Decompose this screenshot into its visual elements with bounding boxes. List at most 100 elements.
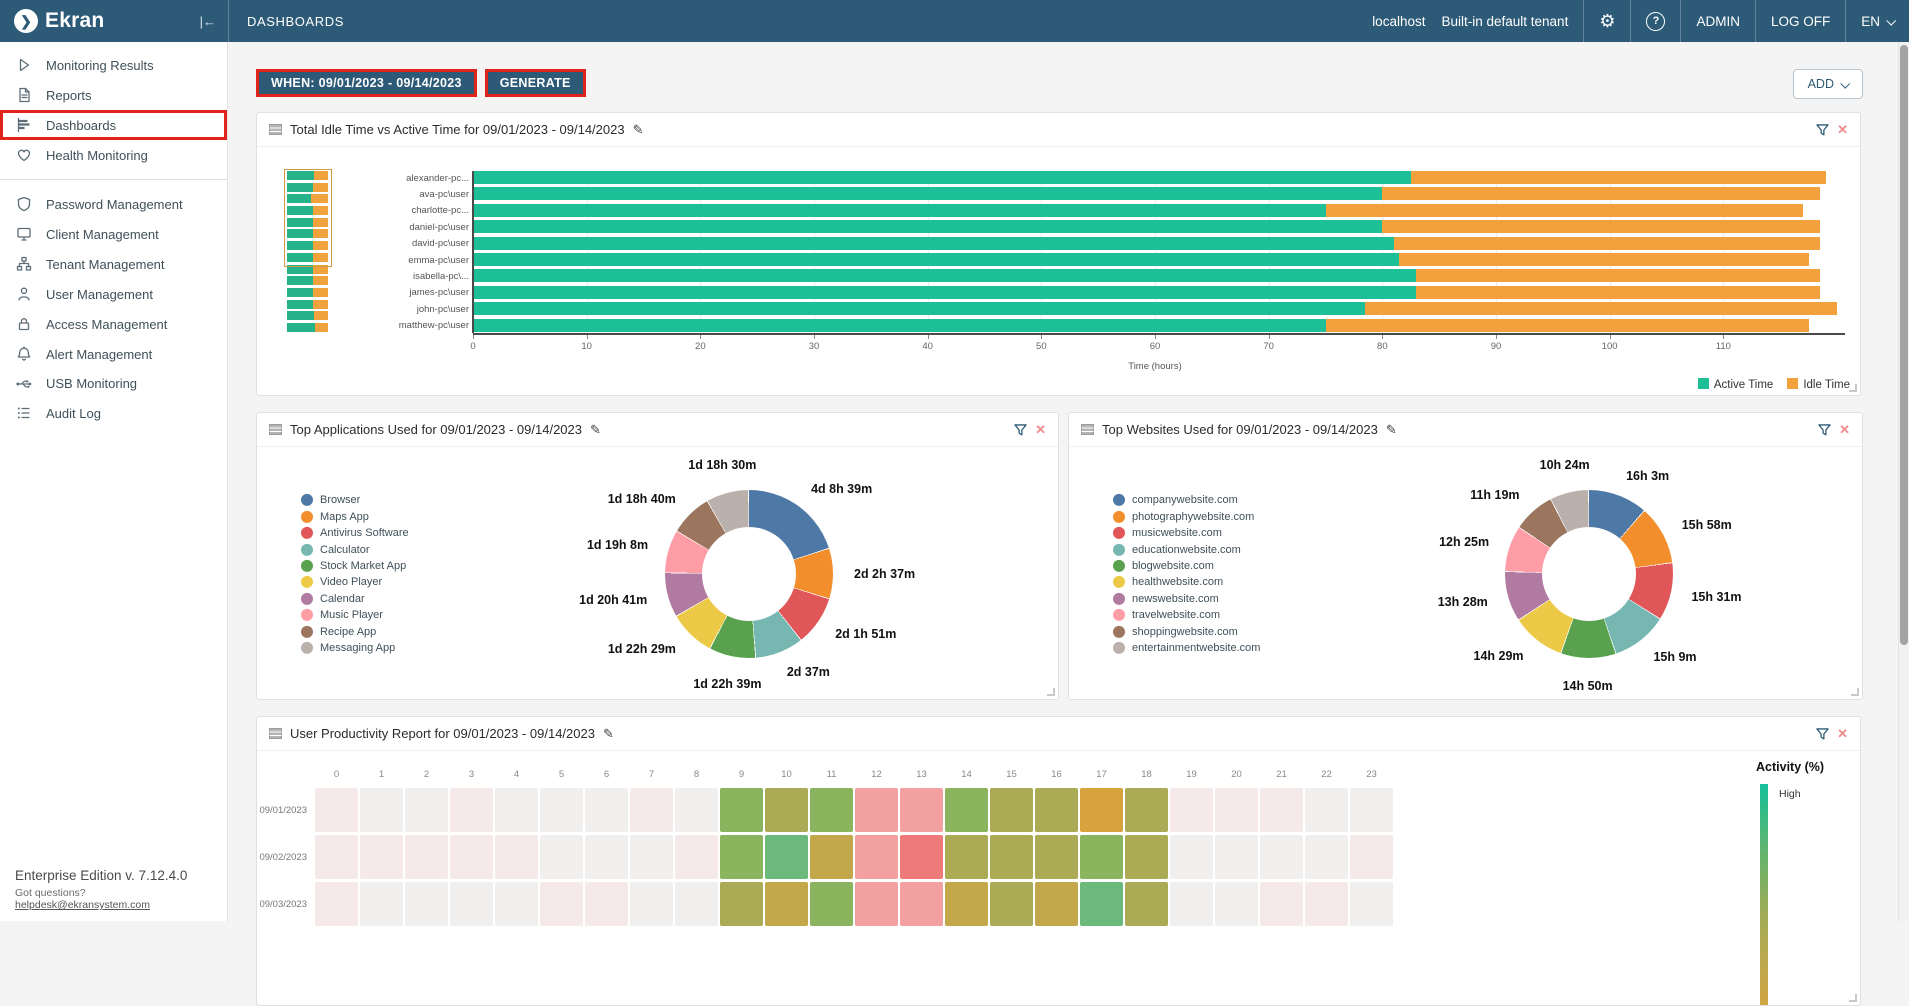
heatmap-cell[interactable] <box>360 788 403 832</box>
heatmap-cell[interactable] <box>540 788 583 832</box>
sidebar-item-access-management[interactable]: Access Management <box>0 309 227 339</box>
heatmap-cell[interactable] <box>630 788 673 832</box>
heatmap-cell[interactable] <box>675 882 718 926</box>
legend-item[interactable]: Antivirus Software <box>301 527 409 540</box>
heatmap-cell[interactable] <box>1125 882 1168 926</box>
heatmap-cell[interactable] <box>495 835 538 879</box>
heatmap-cell[interactable] <box>1125 835 1168 879</box>
sidebar-item-reports[interactable]: Reports <box>0 80 227 110</box>
close-icon[interactable]: ✕ <box>1839 421 1850 437</box>
heatmap-cell[interactable] <box>990 788 1033 832</box>
heatmap-cell[interactable] <box>1035 835 1078 879</box>
bar-chart-navigator[interactable] <box>284 169 332 335</box>
heatmap-cell[interactable] <box>450 835 493 879</box>
page-scrollbar[interactable] <box>1898 42 1909 921</box>
heatmap-cell[interactable] <box>405 788 448 832</box>
heatmap-cell[interactable] <box>810 788 853 832</box>
heatmap-cell[interactable] <box>720 835 763 879</box>
heatmap-cell[interactable] <box>900 882 943 926</box>
heatmap-cell[interactable] <box>495 788 538 832</box>
heatmap-cell[interactable] <box>1305 788 1348 832</box>
legend-item[interactable]: Video Player <box>301 576 409 589</box>
when-date-range-button[interactable]: WHEN: 09/01/2023 - 09/14/2023 <box>256 69 477 97</box>
heatmap-cell[interactable] <box>450 788 493 832</box>
heatmap-cell[interactable] <box>630 835 673 879</box>
filter-icon[interactable] <box>1816 123 1829 136</box>
heatmap-cell[interactable] <box>945 788 988 832</box>
legend-item[interactable]: Calendar <box>301 592 409 605</box>
heatmap-cell[interactable] <box>1035 882 1078 926</box>
heatmap-cell[interactable] <box>900 835 943 879</box>
legend-item[interactable]: companywebsite.com <box>1113 494 1260 507</box>
settings-button[interactable]: ⚙ <box>1583 0 1630 42</box>
edit-icon[interactable]: ✎ <box>590 421 601 437</box>
heatmap-cell[interactable] <box>585 882 628 926</box>
heatmap-cell[interactable] <box>315 835 358 879</box>
heatmap-cell[interactable] <box>990 835 1033 879</box>
heatmap-cell[interactable] <box>990 882 1033 926</box>
legend-item[interactable]: Stock Market App <box>301 559 409 572</box>
logoff-button[interactable]: LOG OFF <box>1754 0 1845 42</box>
sidebar-item-monitoring-results[interactable]: Monitoring Results <box>0 50 227 80</box>
heatmap-cell[interactable] <box>1260 788 1303 832</box>
heatmap-cell[interactable] <box>720 882 763 926</box>
heatmap-cell[interactable] <box>1215 835 1258 879</box>
add-widget-button[interactable]: ADD <box>1792 69 1863 99</box>
heatmap-cell[interactable] <box>1170 882 1213 926</box>
edit-icon[interactable]: ✎ <box>1385 421 1397 437</box>
heatmap-cell[interactable] <box>1350 788 1393 832</box>
heatmap-cell[interactable] <box>315 788 358 832</box>
heatmap-cell[interactable] <box>1035 788 1078 832</box>
heatmap-cell[interactable] <box>1215 788 1258 832</box>
heatmap-cell[interactable] <box>1260 835 1303 879</box>
heatmap-cell[interactable] <box>765 835 808 879</box>
generate-button[interactable]: GENERATE <box>484 69 586 97</box>
close-icon[interactable]: ✕ <box>1035 421 1046 437</box>
heatmap-cell[interactable] <box>1350 835 1393 879</box>
heatmap-cell[interactable] <box>945 835 988 879</box>
heatmap-cell[interactable] <box>540 882 583 926</box>
heatmap-cell[interactable] <box>1125 788 1168 832</box>
heatmap-cell[interactable] <box>765 882 808 926</box>
heatmap-cell[interactable] <box>450 882 493 926</box>
sidebar-item-client-management[interactable]: Client Management <box>0 219 227 249</box>
legend-item[interactable]: Browser <box>301 494 409 507</box>
sidebar-collapse-icon[interactable]: |← <box>199 13 216 29</box>
heatmap-cell[interactable] <box>675 835 718 879</box>
heatmap-cell[interactable] <box>405 835 448 879</box>
scrollbar-thumb[interactable] <box>1900 45 1908 645</box>
user-menu[interactable]: ADMIN <box>1680 0 1755 42</box>
heatmap-cell[interactable] <box>1350 882 1393 926</box>
sidebar-item-alert-management[interactable]: Alert Management <box>0 339 227 369</box>
heatmap-cell[interactable] <box>630 882 673 926</box>
sidebar-item-health-monitoring[interactable]: Health Monitoring <box>0 140 227 170</box>
heatmap-cell[interactable] <box>855 835 898 879</box>
help-button[interactable]: ? <box>1630 0 1680 42</box>
heatmap-cell[interactable] <box>315 882 358 926</box>
filter-icon[interactable] <box>1014 423 1027 436</box>
legend-item[interactable]: photographywebsite.com <box>1113 510 1260 523</box>
language-selector[interactable]: EN <box>1845 0 1909 42</box>
heatmap-cell[interactable] <box>810 835 853 879</box>
filter-icon[interactable] <box>1818 423 1831 436</box>
heatmap-cell[interactable] <box>405 882 448 926</box>
legend-item[interactable]: Calculator <box>301 543 409 556</box>
heatmap-cell[interactable] <box>1170 835 1213 879</box>
edit-icon[interactable]: ✎ <box>632 121 644 137</box>
heatmap-cell[interactable] <box>810 882 853 926</box>
heatmap-cell[interactable] <box>585 788 628 832</box>
legend-item[interactable]: Recipe App <box>301 625 409 638</box>
legend-item[interactable]: Messaging App <box>301 641 409 654</box>
heatmap-cell[interactable] <box>1305 882 1348 926</box>
sidebar-item-usb-monitoring[interactable]: USB Monitoring <box>0 369 227 398</box>
heatmap-cell[interactable] <box>1080 835 1123 879</box>
close-icon[interactable]: ✕ <box>1837 725 1848 741</box>
heatmap-cell[interactable] <box>855 882 898 926</box>
navigator-selection[interactable] <box>284 169 332 267</box>
legend-item[interactable]: newswebsite.com <box>1113 592 1260 605</box>
heatmap-cell[interactable] <box>1080 882 1123 926</box>
heatmap-cell[interactable] <box>540 835 583 879</box>
heatmap-cell[interactable] <box>495 882 538 926</box>
heatmap-cell[interactable] <box>720 788 763 832</box>
heatmap-cell[interactable] <box>1080 788 1123 832</box>
